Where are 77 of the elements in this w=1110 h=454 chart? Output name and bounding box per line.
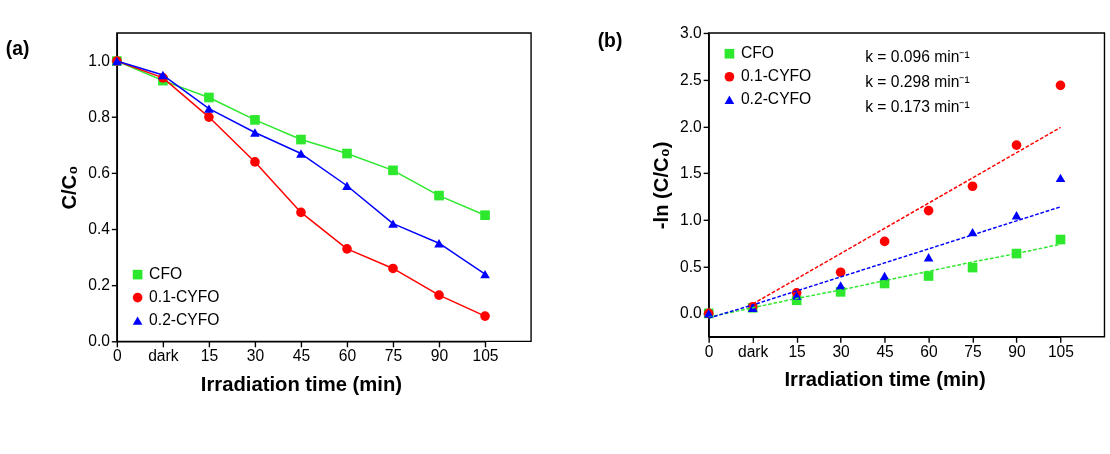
x-tick-label: 0 (113, 347, 122, 365)
point (967, 181, 978, 192)
y-tick-label: 1.5 (680, 164, 703, 182)
point (388, 263, 398, 274)
x-tick-label: 105 (472, 347, 499, 365)
x-tick-label: 90 (1008, 342, 1026, 360)
legend-label: 0.2-CYFO (740, 90, 812, 108)
annotation: k = 0.173 min⁻¹ (865, 98, 970, 116)
point (480, 311, 490, 321)
x-tick-label: 30 (832, 342, 851, 360)
point (1055, 80, 1066, 91)
point (342, 244, 352, 254)
y-tick-label: 0.8 (88, 108, 111, 126)
x-tick-label: 105 (1047, 342, 1075, 360)
x-tick-label: 0 (704, 342, 714, 360)
point (1055, 173, 1066, 183)
point (250, 128, 260, 137)
point (342, 148, 352, 159)
y-tick-label: 0.2 (88, 276, 110, 294)
y-tick-label: 0.6 (88, 164, 110, 182)
x-axis-title: Irradiation time (min) (200, 372, 403, 395)
x-tick-label: 15 (788, 342, 807, 360)
point (296, 149, 306, 158)
chart-title: (b) (597, 29, 623, 51)
y-axis-title: C/C₀ (58, 165, 81, 210)
y-tick-label: 3.0 (680, 24, 703, 42)
x-tick-label: 15 (200, 347, 219, 365)
x-tick-label: dark (148, 347, 179, 365)
point (204, 92, 214, 103)
point (879, 271, 890, 281)
y-tick-label: 0.4 (88, 220, 111, 238)
point (204, 112, 214, 122)
y-tick-label: 2.0 (680, 117, 703, 135)
point (250, 157, 260, 167)
point (434, 290, 444, 300)
y-tick-label: 0.0 (680, 304, 703, 322)
annotation: k = 0.298 min⁻¹ (865, 73, 970, 91)
point (923, 253, 934, 262)
legend-label: 0.1-CYFO (149, 288, 220, 306)
point (204, 104, 214, 113)
point (835, 267, 846, 278)
point (342, 181, 352, 190)
x-tick-label: 60 (338, 347, 357, 365)
y-tick-label: 2.5 (680, 70, 703, 88)
point (296, 134, 306, 145)
point (250, 115, 260, 125)
y-tick-label: 1.0 (88, 52, 111, 70)
legend-label: CFO (740, 44, 774, 62)
y-tick-label: 1.0 (680, 210, 703, 228)
x-tick-label: 45 (292, 347, 311, 365)
annotation: k = 0.096 min⁻¹ (865, 48, 970, 66)
y-tick-label: 0.0 (88, 332, 111, 350)
point (1011, 140, 1022, 150)
legend-label: 0.1-CYFO (740, 67, 812, 85)
y-axis-title: -ln (C/C₀) (650, 141, 673, 230)
chart-title: (a) (5, 38, 30, 60)
point (434, 190, 444, 201)
x-tick-label: 45 (876, 342, 895, 360)
point (1011, 211, 1022, 220)
point (388, 165, 398, 176)
x-tick-label: dark (737, 342, 769, 360)
x-tick-label: 75 (384, 347, 403, 365)
legend-label: 0.2-CYFO (149, 311, 220, 329)
point (480, 269, 490, 279)
point (388, 219, 398, 228)
legend-label: CFO (149, 265, 183, 283)
x-tick-label: 30 (246, 347, 265, 365)
x-tick-label: 90 (430, 347, 449, 365)
x-tick-label: 75 (964, 342, 983, 360)
x-axis-title: Irradiation time (min) (784, 367, 986, 390)
x-tick-label: 60 (920, 342, 939, 360)
point (296, 207, 306, 218)
point (434, 239, 444, 248)
point (879, 236, 890, 247)
point (480, 210, 490, 221)
point (923, 205, 934, 216)
y-tick-label: 0.5 (680, 257, 703, 275)
